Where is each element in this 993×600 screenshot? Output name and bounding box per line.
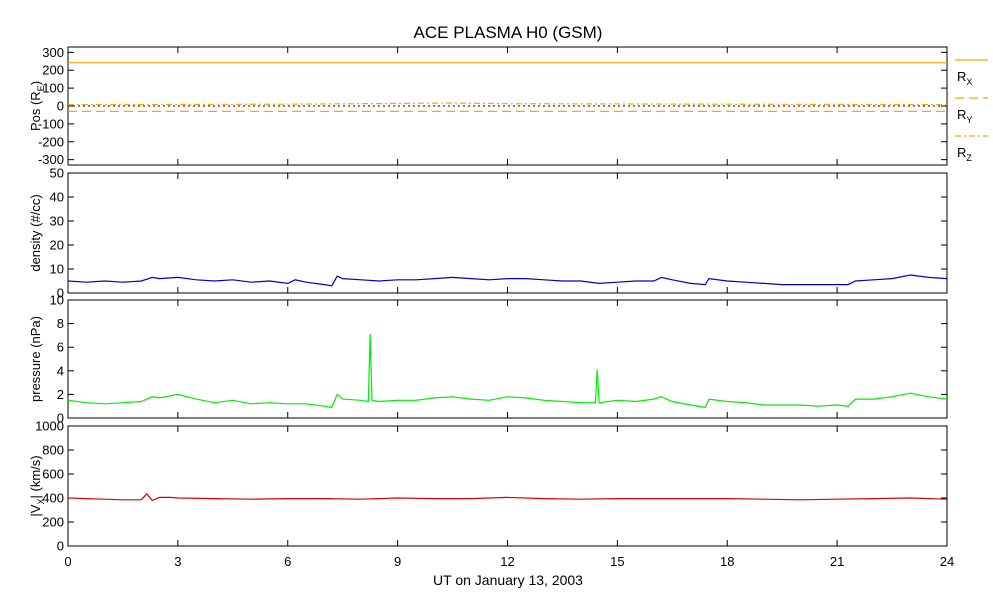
panel-frame <box>67 425 948 547</box>
series-line-2-0 <box>67 334 948 409</box>
y-tick-label: -200 <box>38 134 64 149</box>
y-tick-label: 4 <box>57 363 64 378</box>
y-tick-label: 8 <box>57 316 64 331</box>
x-axis-label: UT on January 13, 2003 <box>433 572 583 588</box>
x-tick-label: 18 <box>720 554 734 569</box>
x-tick-label: 21 <box>830 554 844 569</box>
y-tick-label: 50 <box>50 166 64 181</box>
legend-label: RX <box>957 69 972 87</box>
x-tick-label: 3 <box>174 554 181 569</box>
y-tick-label: 30 <box>50 214 64 229</box>
y-tick-label: 400 <box>42 491 64 506</box>
x-tick-label: 24 <box>940 554 954 569</box>
y-tick-label: 6 <box>57 340 64 355</box>
panel-3: 0 200 400 600 800 1000 |VX| (km/s) <box>28 419 948 554</box>
y-tick-label: 0 <box>57 99 64 114</box>
y-tick-label: 600 <box>42 467 64 482</box>
panel-0: -300 -200 -100 0 100 200 300 Pos (RE) <box>28 45 948 167</box>
x-tick-label: 12 <box>500 554 514 569</box>
chart-title: ACE PLASMA H0 (GSM) <box>414 23 603 42</box>
panel-2: 0 2 4 6 8 10 pressure (nPa) <box>28 293 948 426</box>
y-tick-label: 200 <box>42 515 64 530</box>
y-tick-label: 100 <box>42 81 64 96</box>
x-axis: 0 3 6 9 12 15 18 21 24 <box>64 554 954 569</box>
y-tick-label: 2 <box>57 387 64 402</box>
series-line-3-0 <box>67 492 948 502</box>
y-tick-label: 0 <box>57 539 64 554</box>
series-line-0-2 <box>67 102 948 106</box>
y-axis-label: density (#/cc) <box>28 194 43 271</box>
x-tick-label: 6 <box>284 554 291 569</box>
x-tick-label: 15 <box>610 554 624 569</box>
x-tick-label: 9 <box>394 554 401 569</box>
legend-label: RY <box>957 107 972 125</box>
y-tick-label: 10 <box>50 293 64 308</box>
legend: RX RY RZ <box>955 59 988 163</box>
y-tick-label: 40 <box>50 190 64 205</box>
y-axis-label: Pos (RE) <box>28 81 46 131</box>
y-tick-label: 10 <box>50 262 64 277</box>
y-axis-label: pressure (nPa) <box>28 316 43 402</box>
y-tick-label: 800 <box>42 443 64 458</box>
y-tick-label: 300 <box>42 45 64 60</box>
y-tick-label: 0 <box>57 286 64 301</box>
legend-label: RZ <box>957 145 972 163</box>
y-tick-label: -100 <box>38 116 64 131</box>
panel-frame <box>67 172 948 294</box>
y-tick-label: 1000 <box>35 419 64 434</box>
y-tick-label: 200 <box>42 63 64 78</box>
panel-1: 0 10 20 30 40 50 density (#/cc) <box>28 166 948 301</box>
series-line-1-0 <box>67 274 948 287</box>
y-tick-label: 0 <box>57 411 64 426</box>
x-tick-label: 0 <box>64 554 71 569</box>
y-tick-label: -300 <box>38 152 64 167</box>
y-axis-label: |VX| (km/s) <box>28 455 46 516</box>
y-tick-label: 20 <box>50 238 64 253</box>
